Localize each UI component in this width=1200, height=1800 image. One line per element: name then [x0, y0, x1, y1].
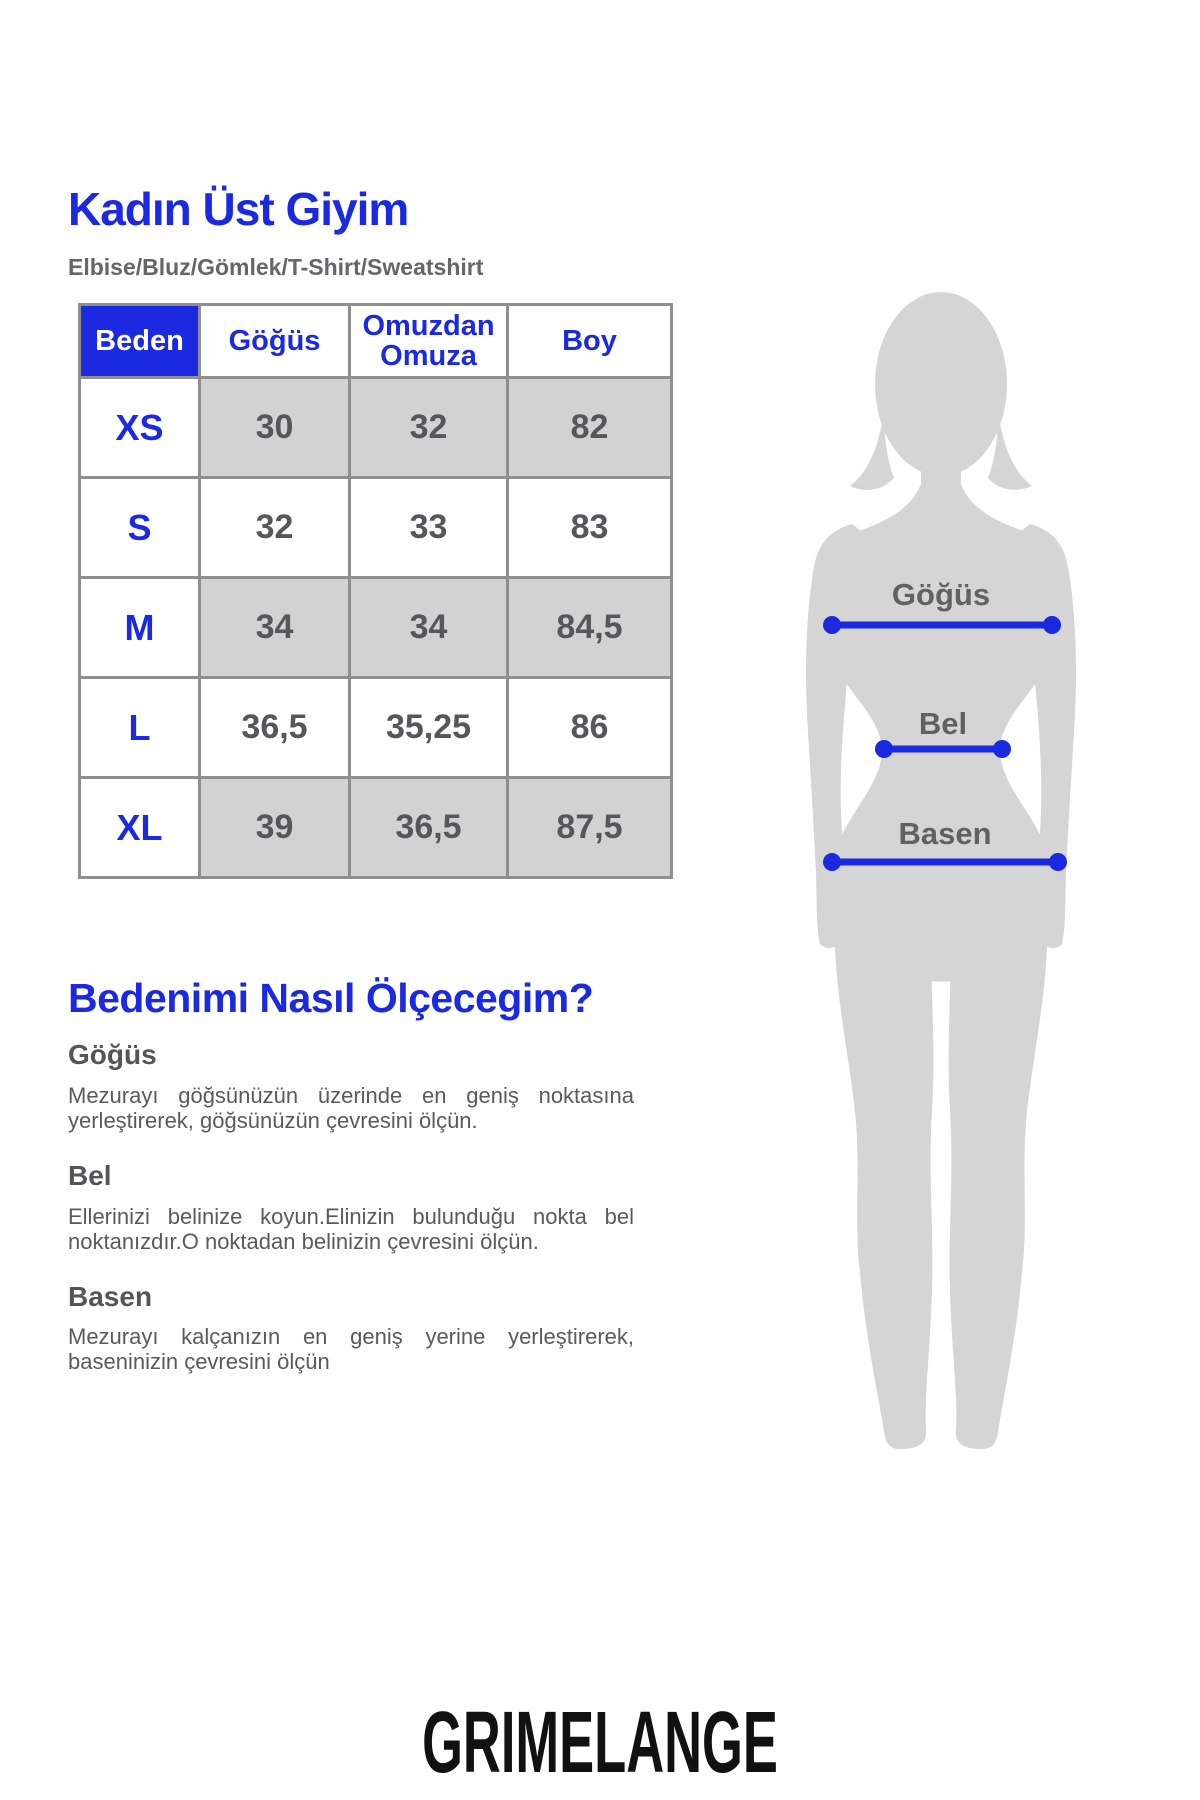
measurement-lines — [823, 616, 1067, 871]
value-cell: 86 — [506, 676, 673, 779]
guide-section-title: Göğüs — [68, 1039, 157, 1070]
waist-measure-label: Bel — [919, 706, 967, 741]
size-table-header-omuzdan-omuza: Omuzdan Omuza — [348, 303, 509, 379]
value-cell: 33 — [348, 476, 509, 579]
guide-section-text: Mezurayı göğsünüzün üzerinde en geniş no… — [68, 1082, 634, 1133]
hips-line-dot-right — [1049, 853, 1067, 871]
value-cell: 83 — [506, 476, 673, 579]
guide-section-title: Basen — [68, 1280, 153, 1312]
value-cell: 84,5 — [506, 576, 673, 679]
hips-line-dot-left — [823, 853, 841, 871]
measure-guide-heading: Bedenimi Nasıl Ölçecegim? — [68, 975, 594, 1021]
measure-guide: Göğüs Mezurayı göğsünüzün üzerinde en ge… — [68, 1039, 634, 1402]
torso — [820, 484, 1062, 982]
right-arm — [1010, 524, 1076, 949]
brand-logo: GRIMELANGE — [422, 1693, 778, 1791]
page-title: Kadın Üst Giyim — [68, 183, 409, 235]
body-silhouette — [806, 292, 1076, 1450]
head — [875, 292, 1007, 476]
table-row-xl: XL 39 36,5 87,5 — [78, 776, 673, 879]
table-row-s: S 32 33 83 — [78, 476, 673, 579]
value-cell: 32 — [348, 376, 509, 479]
value-cell: 87,5 — [506, 776, 673, 879]
body-silhouette-figure: Göğüs Bel Basen — [806, 292, 1076, 1450]
size-cell: M — [78, 576, 201, 679]
value-cell: 34 — [198, 576, 351, 679]
left-leg — [834, 870, 934, 1450]
chest-line-dot-left — [823, 616, 841, 634]
guide-section-text: Mezurayı kalçanızın en geniş yerine yerl… — [68, 1324, 634, 1375]
right-leg — [948, 870, 1048, 1450]
guide-section-title: Bel — [68, 1159, 112, 1191]
guide-section-text: Ellerinizi belinize koyun.Elinizin bulun… — [68, 1203, 634, 1254]
size-cell: XS — [78, 376, 201, 479]
waist-line-dot-right — [993, 740, 1011, 758]
hips-measure-label: Basen — [898, 816, 991, 851]
left-arm — [806, 524, 872, 949]
value-cell: 36,5 — [348, 776, 509, 879]
size-table-header-gogus: Göğüs — [198, 303, 351, 379]
value-cell: 35,25 — [348, 676, 509, 779]
value-cell: 32 — [198, 476, 351, 579]
hair-right — [988, 412, 1032, 490]
size-cell: XL — [78, 776, 201, 879]
value-cell: 39 — [198, 776, 351, 879]
value-cell: 82 — [506, 376, 673, 479]
waist-line-dot-left — [875, 740, 893, 758]
size-cell: L — [78, 676, 201, 779]
hair-left — [850, 412, 894, 490]
guide-section-hips: Basen Mezurayı kalçanızın en geniş yerin… — [68, 1280, 634, 1375]
size-cell: S — [78, 476, 201, 579]
table-row-xs: XS 30 32 82 — [78, 376, 673, 479]
value-cell: 36,5 — [198, 676, 351, 779]
size-table-header-beden: Beden — [78, 303, 201, 379]
table-row-l: L 36,5 35,25 86 — [78, 676, 673, 779]
chest-measure-label: Göğüs — [892, 577, 990, 612]
size-table-header-row: Beden Göğüs Omuzdan Omuza Boy — [78, 303, 673, 379]
size-table-header-boy: Boy — [506, 303, 673, 379]
value-cell: 30 — [198, 376, 351, 479]
page-subtitle: Elbise/Bluz/Gömlek/T-Shirt/Sweatshirt — [68, 254, 484, 280]
value-cell: 34 — [348, 576, 509, 679]
guide-section-waist: Bel Ellerinizi belinize koyun.Elinizin b… — [68, 1159, 634, 1254]
guide-section-chest: Göğüs Mezurayı göğsünüzün üzerinde en ge… — [68, 1039, 634, 1133]
size-table: Beden Göğüs Omuzdan Omuza Boy XS 30 32 8… — [78, 303, 673, 879]
chest-line-dot-right — [1043, 616, 1061, 634]
table-row-m: M 34 34 84,5 — [78, 576, 673, 679]
